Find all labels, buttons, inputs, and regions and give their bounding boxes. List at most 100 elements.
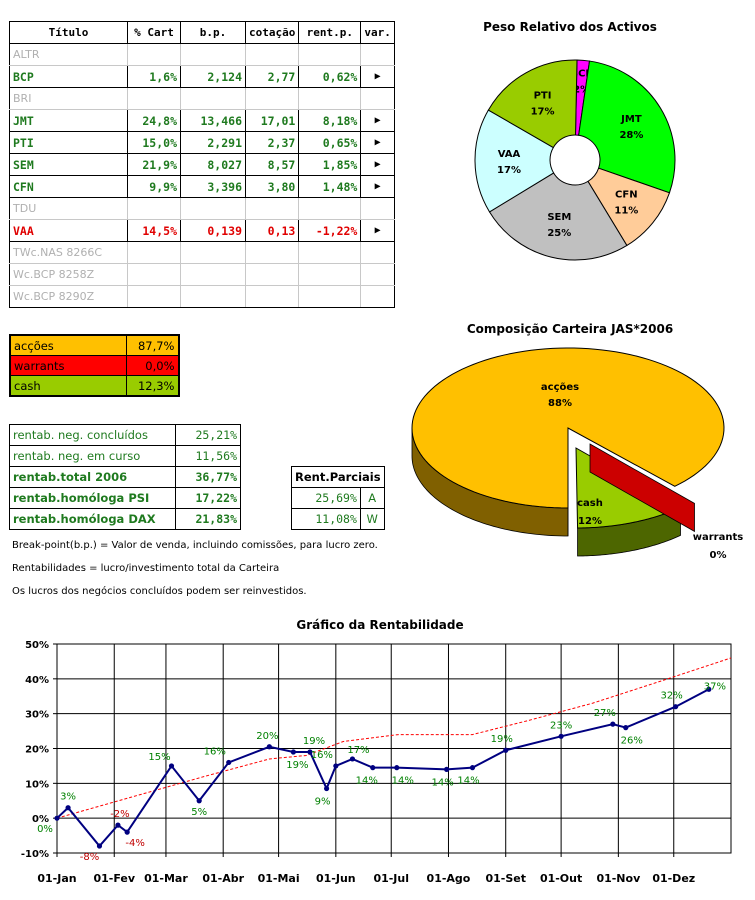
data-point-label: 37% <box>704 681 726 692</box>
rentab-value: 25,21% <box>175 424 241 446</box>
pie3d-label: warrants <box>693 532 743 543</box>
holdings-header-row: Título% Cart b.p. cotação rent.p. var. <box>9 21 395 44</box>
data-point <box>196 798 202 804</box>
data-point <box>558 733 564 739</box>
composition-row: cash 12,3% <box>9 375 179 397</box>
doughnut-slice-pct: 11% <box>614 205 638 216</box>
holding-cot: 17,01 <box>244 109 300 132</box>
holding-var: ▶ <box>360 153 395 176</box>
data-point <box>333 763 339 769</box>
x-tick-label: 01-Mar <box>144 872 188 885</box>
y-tick-label: 0% <box>32 814 49 825</box>
data-point <box>124 829 130 835</box>
rent-parciais-row: 11,08% W <box>291 508 385 530</box>
holding-cot: 2,37 <box>244 131 300 154</box>
holdings-row: Wc.BCP 8290Z <box>9 285 395 308</box>
holding-cart <box>127 43 181 66</box>
series-line-reference <box>56 657 732 819</box>
rentab-value: 11,56% <box>175 445 241 467</box>
holding-rent <box>298 285 362 308</box>
holding-rent <box>298 87 362 110</box>
holding-name: BCP <box>9 65 128 88</box>
pie3d-slice-accoes <box>411 347 725 509</box>
holding-cot: 2,77 <box>244 65 300 88</box>
doughnut-slice-label: VAA <box>498 149 521 160</box>
doughnut-slice-sem <box>488 172 628 261</box>
doughnut-slice-pct: 2% <box>573 84 590 95</box>
holding-rent: 1,85% <box>298 153 362 176</box>
holdings-row: PTI 15,0% 2,291 2,37 0,65% ▶ <box>9 131 395 154</box>
data-point-label: 5% <box>191 807 207 818</box>
holding-cot: 0,13 <box>244 219 300 242</box>
pie3d-slice-warrants <box>589 443 695 533</box>
holding-name: SEM <box>9 153 128 176</box>
data-point <box>469 765 476 771</box>
rentab-label: rentab.homóloga DAX <box>9 508 176 530</box>
holdings-row: CFN 9,9% 3,396 3,80 1,48% ▶ <box>9 175 395 198</box>
holding-var <box>360 197 395 220</box>
note-rentabilidades: Rentabilidades = lucro/investimento tota… <box>12 563 280 574</box>
y-tick-label: 30% <box>25 710 49 721</box>
data-point <box>349 756 356 762</box>
composition-row: acções 87,7% <box>9 334 179 356</box>
data-point-label: 3% <box>60 792 76 803</box>
data-point <box>610 721 616 727</box>
holding-rent: 1,48% <box>298 175 362 198</box>
pie3d-chart: acções 88% cash 12% warrants 0% <box>411 347 743 561</box>
holding-var <box>360 241 395 264</box>
holding-rent: 0,62% <box>298 65 362 88</box>
holdings-row: VAA 14,5% 0,139 0,13 -1,22% ▶ <box>9 219 395 242</box>
rentab-table: rentab. neg. concluídos 25,21% rentab. neg… <box>9 424 241 530</box>
composition-label: acções <box>9 334 127 356</box>
holdings-row: BCP 1,6% 2,124 2,77 0,62% ▶ <box>9 65 395 88</box>
doughnut-title: Peso Relativo dos Activos <box>483 20 657 34</box>
holdings-header-cell: rent.p. <box>298 21 362 44</box>
data-point-label: 19% <box>303 736 325 747</box>
holding-name: JMT <box>9 109 128 132</box>
holding-name: CFN <box>9 175 128 198</box>
holdings-row: SEM 21,9% 8,027 8,57 1,85% ▶ <box>9 153 395 176</box>
composition-row: warrants 0,0% <box>9 355 179 376</box>
composition-value: 12,3% <box>125 375 179 397</box>
holding-var: ▶ <box>360 65 395 88</box>
rentab-row: rentab.total 2006 36,77% <box>9 466 241 488</box>
rent-parciais-row: 25,69% A <box>291 487 385 509</box>
data-point-label: 23% <box>550 720 572 731</box>
doughnut-chart: BCP 2% JMT 28% CFN 11% SEM 25% VAA 17% PTI 17% <box>474 59 676 261</box>
holdings-row: TWc.NAS 8266C <box>9 241 395 264</box>
data-point-label: 20% <box>256 731 278 742</box>
data-point <box>96 843 103 849</box>
data-point-label: 0% <box>37 824 53 835</box>
data-point-label: -8% <box>80 852 99 863</box>
holding-cot: 8,57 <box>244 153 300 176</box>
holding-rent: 8,18% <box>298 109 362 132</box>
data-point <box>226 759 232 766</box>
data-point <box>115 822 121 828</box>
data-point <box>168 763 175 769</box>
holdings-header-cell: Título <box>9 21 128 44</box>
rent-parciais-value: 25,69% <box>291 487 361 509</box>
holding-name: TDU <box>9 197 128 220</box>
rent-parciais-letter: W <box>359 508 385 530</box>
data-point-label: 27% <box>594 708 616 719</box>
line-title: Gráfico da Rentabilidade <box>296 618 464 632</box>
data-point <box>370 765 376 771</box>
y-tick-label: -10% <box>21 849 49 860</box>
holding-bp: 0,139 <box>180 219 246 242</box>
data-point-label: 19% <box>491 734 513 745</box>
holding-var <box>360 263 395 286</box>
rentab-value: 36,77% <box>175 466 241 488</box>
holding-name: TWc.NAS 8266C <box>9 241 128 264</box>
rent-parciais-value: 11,08% <box>291 508 361 530</box>
holding-cot <box>244 197 300 220</box>
y-tick-label: 10% <box>25 779 49 790</box>
rentab-label: rentab. neg. em curso <box>9 445 176 467</box>
holding-cart <box>127 87 181 110</box>
holding-bp: 8,027 <box>180 153 246 176</box>
data-point <box>706 686 712 692</box>
x-tick-label: 01-Fev <box>93 872 135 885</box>
composition-label: cash <box>9 375 127 397</box>
holdings-header-cell: b.p. <box>180 21 246 44</box>
holding-cart: 9,9% <box>127 175 181 198</box>
data-point-label: 14% <box>432 777 454 788</box>
